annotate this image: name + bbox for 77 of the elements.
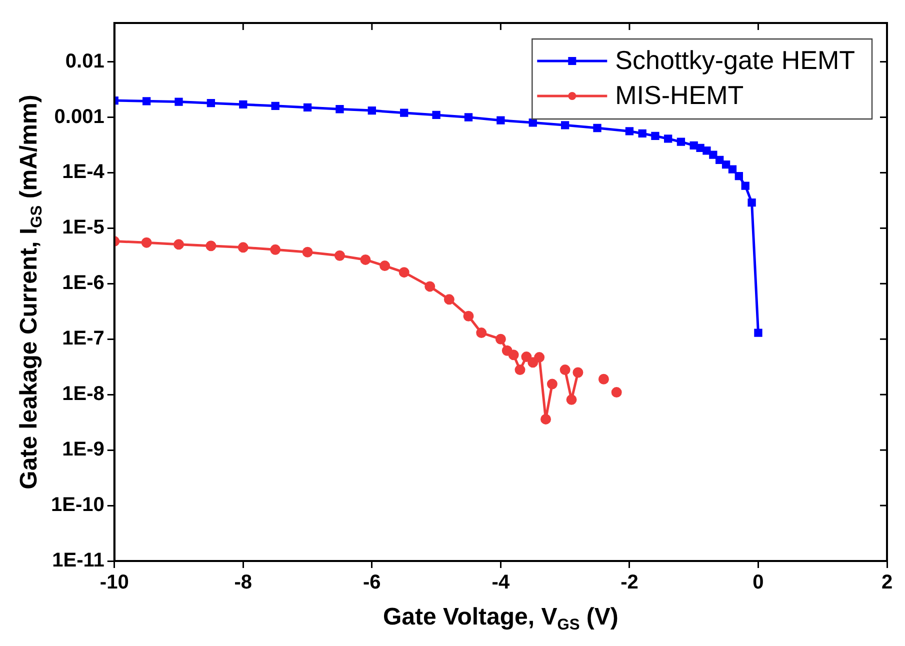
point	[754, 328, 762, 337]
point	[540, 414, 552, 424]
point	[424, 281, 436, 292]
point	[651, 132, 660, 140]
point	[303, 103, 312, 112]
x-tick-label: 0	[752, 572, 764, 594]
point	[728, 165, 737, 174]
point	[560, 364, 570, 376]
y-tick-label: 1E-9	[62, 438, 104, 461]
point	[566, 394, 577, 405]
y-tick-label: 1E-11	[52, 550, 104, 572]
point	[270, 244, 281, 255]
point	[476, 328, 487, 338]
point	[463, 310, 474, 322]
point	[716, 156, 724, 164]
point	[664, 134, 672, 143]
point	[271, 102, 280, 110]
point	[709, 150, 718, 159]
point	[748, 198, 756, 207]
point	[360, 254, 371, 265]
point	[702, 146, 711, 155]
point	[206, 240, 216, 252]
point	[464, 113, 473, 122]
x-tick-label: -10	[100, 572, 129, 594]
point	[528, 357, 538, 368]
y-tick-label: 1E-8	[62, 383, 104, 406]
point	[334, 250, 345, 261]
point	[521, 352, 532, 362]
point	[572, 367, 584, 378]
point	[514, 364, 526, 376]
point	[625, 127, 634, 136]
point	[528, 118, 537, 127]
point	[141, 237, 152, 248]
point	[722, 160, 730, 169]
y-tick-label: 1E-5	[62, 216, 104, 239]
x-tick-label: 2	[881, 572, 893, 594]
point	[546, 378, 558, 390]
y-tick-label: 1E-6	[62, 272, 104, 294]
point	[496, 116, 505, 124]
point	[174, 239, 184, 250]
point	[741, 182, 750, 190]
point	[368, 106, 376, 115]
point	[495, 334, 506, 344]
legend-label: Schottky-gate HEMT	[615, 45, 856, 76]
x-tick-label: -6	[363, 572, 381, 594]
point	[638, 129, 646, 138]
point	[142, 97, 151, 106]
point	[444, 294, 454, 305]
point	[598, 374, 609, 384]
point	[336, 105, 344, 114]
y-axis-title: Gate leakage Current, IGS (mA/mm)	[16, 94, 46, 490]
point	[398, 267, 410, 278]
point	[239, 100, 248, 109]
point	[593, 124, 602, 132]
point	[611, 387, 622, 398]
point	[380, 260, 390, 272]
point	[508, 350, 519, 360]
point	[696, 144, 704, 152]
y-tick-label: 1E-4	[62, 161, 106, 184]
legend-label: MIS-HEMT	[615, 80, 744, 110]
x-tick-label: -2	[620, 572, 638, 594]
point	[676, 138, 686, 146]
point	[174, 98, 183, 106]
point	[400, 108, 408, 117]
point	[206, 99, 216, 108]
y-tick-label: 1E-10	[50, 494, 104, 516]
y-tick-label: 1E-7	[62, 328, 104, 350]
x-tick-label: -4	[492, 572, 510, 594]
point	[534, 352, 545, 363]
point	[432, 110, 440, 120]
point	[238, 242, 248, 253]
y-tick-label: 0.01	[65, 50, 104, 72]
y-tick-label: 0.001	[54, 106, 104, 128]
point	[734, 172, 743, 180]
x-tick-label: -8	[234, 572, 252, 594]
point	[560, 121, 570, 130]
point	[302, 246, 313, 258]
